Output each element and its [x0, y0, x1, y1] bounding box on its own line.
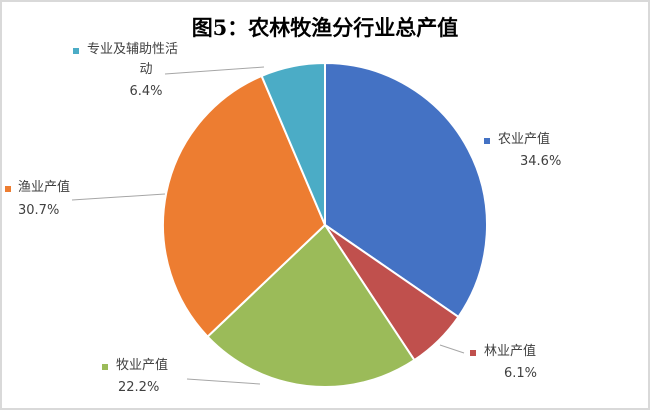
slice-value-label: 34.6%	[520, 154, 561, 169]
leader-line	[164, 66, 265, 75]
slice-value-label: 6.1%	[504, 366, 537, 381]
slice-label: 林业产值	[484, 343, 536, 359]
legend-marker	[484, 138, 490, 144]
pie-slice	[324, 61, 488, 319]
slice-label: 农业产值	[498, 131, 550, 147]
pie-slice	[162, 74, 327, 339]
slice-label: 牧业产值	[116, 357, 168, 373]
slice-value-label: 6.4%	[129, 84, 162, 99]
leader-line	[71, 193, 166, 201]
leader-line	[439, 344, 465, 354]
legend-marker	[470, 350, 476, 356]
chart-title: 图5：农林牧渔分行业总产值	[191, 15, 459, 40]
slice-value-label: 22.2%	[118, 380, 159, 395]
legend-marker	[5, 186, 11, 192]
slice-label-cont: 动	[139, 62, 152, 77]
pie-slice	[206, 223, 416, 388]
slice-label: 渔业产值	[18, 179, 70, 195]
slice-label: 专业及辅助性活	[87, 42, 178, 57]
pie-slice	[260, 61, 326, 226]
leader-line	[186, 378, 261, 385]
legend-marker	[73, 48, 79, 54]
legend-marker	[102, 364, 108, 370]
slice-value-label: 30.7%	[18, 203, 59, 218]
